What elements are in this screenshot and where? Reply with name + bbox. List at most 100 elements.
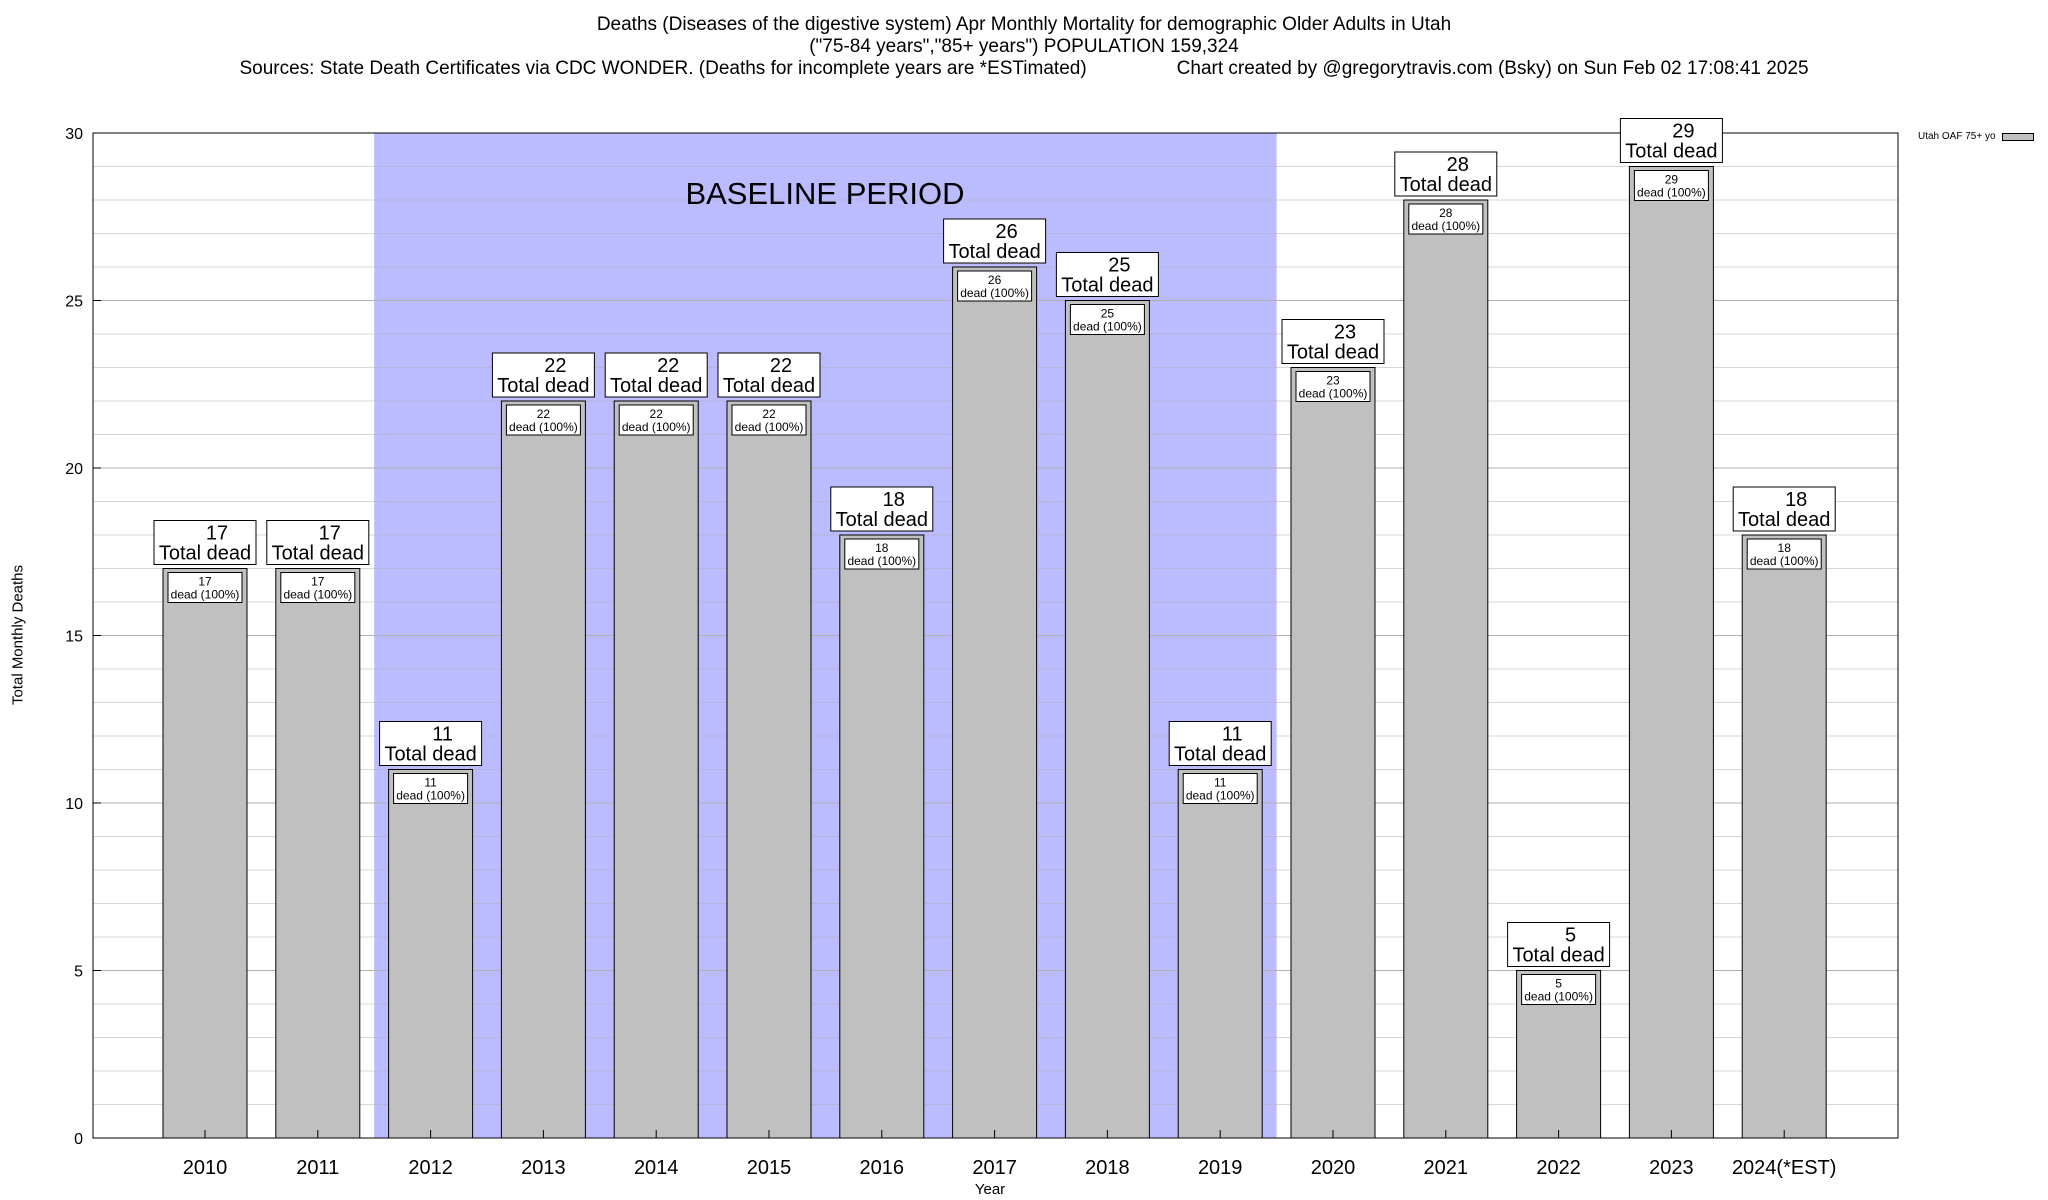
x-tick-label: 2018 [1085,1157,1130,1179]
bar-inner-label-box [505,404,581,436]
bar-inner-label-box [844,538,920,570]
bar-inner-label: dead (100%) [1299,387,1368,401]
legend: Utah OAF 75+ yo [1918,131,2034,142]
total-label: Total dead [1287,342,1379,364]
total-label: Total dead [272,543,364,565]
bar [388,769,474,1139]
bar-inner-value: 22 [762,407,776,421]
y-tick-label: 5 [74,964,83,981]
total-label: Total dead [1061,275,1153,297]
total-label-box [604,352,708,398]
x-tick-label: 2013 [521,1157,566,1179]
x-tick-label: 2020 [1311,1157,1356,1179]
total-label-box [717,352,821,398]
bar-inner-label: dead (100%) [1750,554,1819,568]
total-label: Total dead [1174,744,1266,766]
legend-swatch [2001,132,2034,141]
y-tick-label: 0 [74,1131,83,1148]
bar [726,400,812,1139]
x-tick-label: 2019 [1198,1157,1243,1179]
bar-inner-label: dead (100%) [622,420,691,434]
bar-inner-value: 29 [1665,173,1679,187]
bar-inner-value: 28 [1439,206,1453,220]
total-label: Total dead [948,241,1040,263]
total-label-box [1619,118,1723,163]
total-label: Total dead [497,375,589,397]
bar [1628,166,1714,1139]
bar-inner-label: dead (100%) [1186,789,1255,803]
total-label-box [830,486,934,532]
bar-inner-label-box [1408,203,1484,235]
total-value: 18 [883,489,905,511]
bar-inner-label-box [1182,773,1258,804]
total-label: Total dead [1738,509,1830,531]
bar-inner-label-box [167,572,243,603]
total-label-box [1281,319,1385,364]
x-tick-label: 2012 [408,1157,453,1179]
bar-inner-label: dead (100%) [171,588,240,602]
total-label: Total dead [384,744,476,766]
bar-inner-value: 25 [1101,307,1115,321]
bar-inner-label-box [1295,371,1371,402]
x-tick-label: 2023 [1649,1157,1694,1179]
bar-inner-label: dead (100%) [847,554,916,568]
total-value: 25 [1108,255,1130,277]
total-value: 17 [319,523,341,545]
total-label-box [1507,922,1611,967]
bar-inner-label-box [393,773,469,804]
bar-inner-label-box [957,270,1033,302]
x-tick-label: 2024(*EST) [1732,1157,1837,1179]
y-tick-label: 20 [65,461,83,478]
total-label: Total dead [1625,141,1717,163]
chart-title: Deaths (Diseases of the digestive system… [596,14,1452,35]
bar-inner-label-box [731,404,807,436]
bar-inner-value: 5 [1555,977,1562,991]
chart-source-line: Sources: State Death Certificates via CD… [0,58,2048,80]
bar-inner-value: 22 [650,407,664,421]
x-tick-label: 2015 [747,1157,792,1179]
bar-inner-label-box [1633,170,1709,201]
bar-inner-label: dead (100%) [1637,186,1706,200]
total-value: 22 [544,355,566,377]
bar-inner-value: 17 [198,575,212,589]
total-value: 17 [206,523,228,545]
total-label-box [1394,151,1498,197]
bar-inner-label: dead (100%) [283,588,352,602]
x-tick-label: 2022 [1536,1157,1581,1179]
total-value: 22 [770,355,792,377]
baseline-period-label: BASELINE PERIOD [685,176,964,211]
total-label-box [491,352,595,398]
chart-title-block: Deaths (Diseases of the digestive system… [0,14,2048,80]
total-value: 26 [995,221,1017,243]
bar [500,400,586,1139]
total-value: 11 [1222,724,1243,746]
total-value: 23 [1334,322,1356,344]
bar-inner-label: dead (100%) [735,420,804,434]
bar-inner-label: dead (100%) [396,789,465,803]
total-label-box [1055,252,1159,297]
bar-inner-label: dead (100%) [1524,990,1593,1004]
bar [952,266,1038,1139]
total-value: 22 [657,355,679,377]
total-value: 5 [1565,925,1576,947]
bar-inner-value: 11 [424,776,437,790]
bar-inner-value: 18 [875,541,889,555]
total-label-box [379,721,483,766]
bar [1064,300,1150,1139]
bar-inner-label: dead (100%) [1073,320,1142,334]
y-tick-label: 30 [65,126,83,143]
bar-inner-label: dead (100%) [960,286,1029,300]
legend-label: Utah OAF 75+ yo [1918,131,1996,142]
bar [613,400,699,1139]
y-axis-label: Total Monthly Deaths [9,564,27,706]
bar-inner-label-box [618,404,694,436]
total-label-box [1732,486,1836,532]
total-label-box [266,520,370,565]
total-label: Total dead [1400,174,1492,196]
y-tick-label: 15 [65,629,83,646]
y-tick-label: 25 [65,294,83,311]
total-label-box [943,218,1047,264]
bar-inner-value: 17 [311,575,325,589]
bar-inner-label-box [1746,538,1822,570]
total-label: Total dead [723,375,815,397]
